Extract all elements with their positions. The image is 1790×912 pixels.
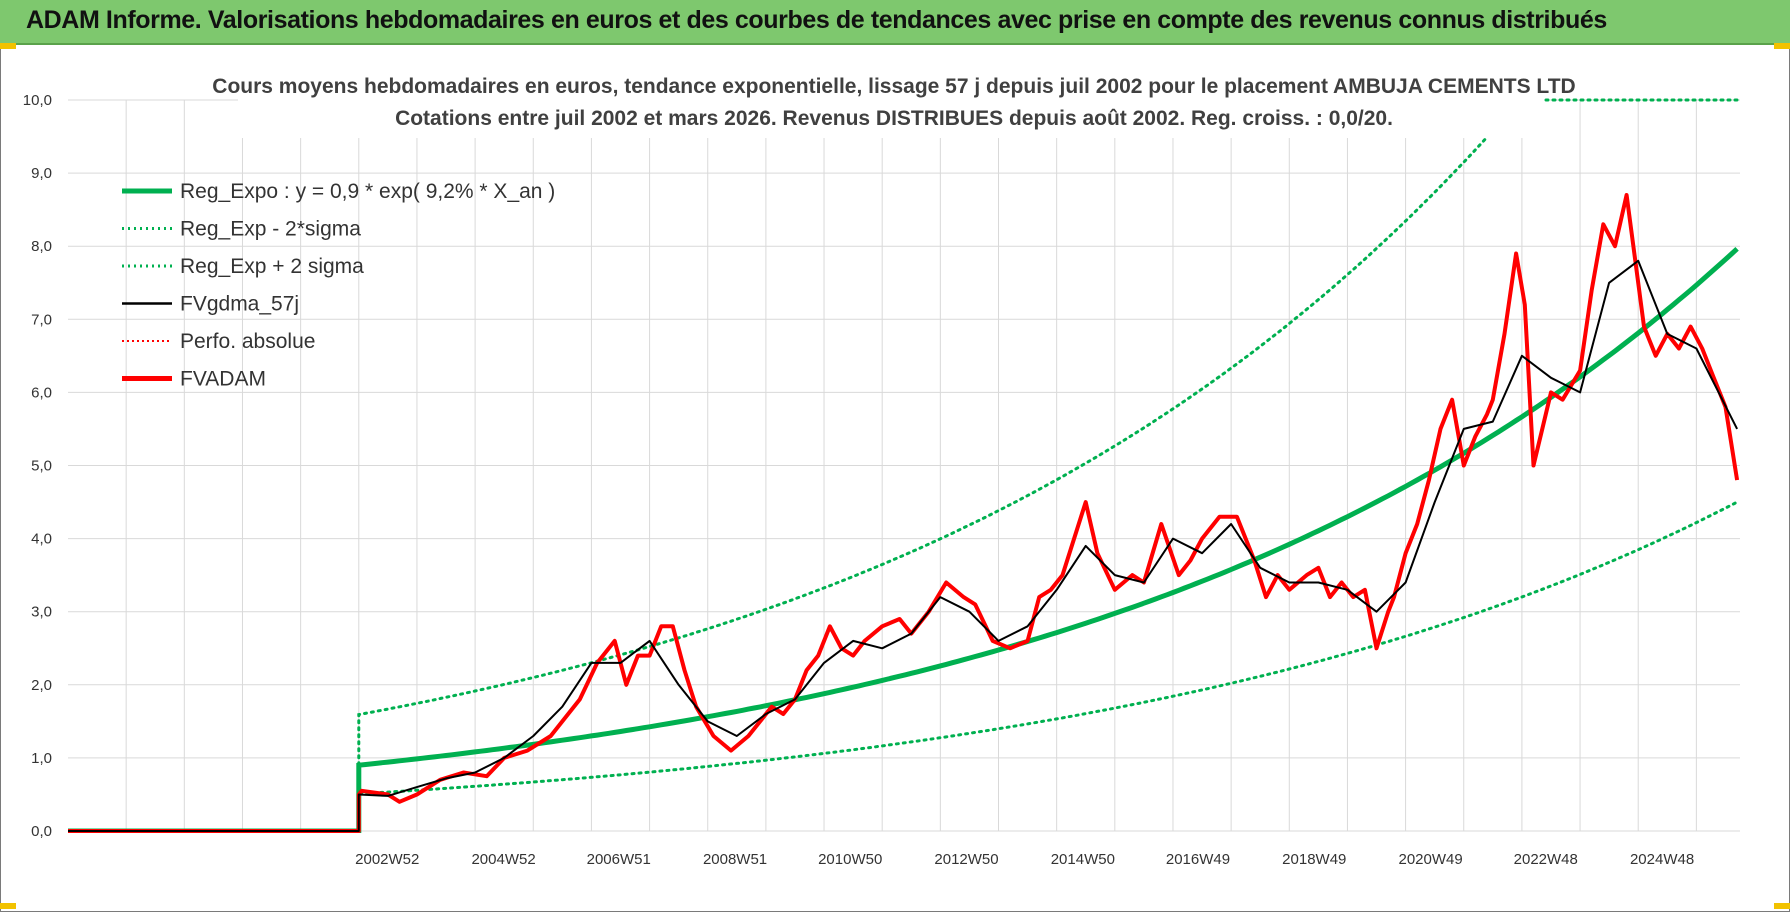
grid-lines (68, 99, 1740, 832)
legend-label-high: Reg_Exp + 2 sigma (180, 255, 364, 278)
y-tick-label: 6,0 (31, 384, 52, 401)
x-tick-label: 2004W52 (471, 851, 535, 868)
x-tick-label: 2020W49 (1398, 851, 1462, 868)
lower-band-line (68, 500, 1739, 833)
legend-label-smooth: FVgdma_57j (180, 293, 299, 316)
legend: Reg_Expo : y = 0,9 * exp( 9,2% * X_an ) R… (122, 180, 555, 391)
x-tick-label: 2006W51 (587, 851, 651, 868)
title-background (238, 68, 1550, 138)
regression-line (68, 246, 1739, 833)
y-tick-label: 10,0 (23, 92, 52, 109)
x-tick-label: 2008W51 (703, 851, 767, 868)
y-tick-label: 4,0 (31, 531, 52, 548)
x-tick-label: 2014W50 (1051, 851, 1115, 868)
legend-label-reg: Reg_Expo : y = 0,9 * exp( 9,2% * X_an ) (180, 180, 555, 203)
y-tick-label: 8,0 (31, 238, 52, 255)
y-tick-label: 3,0 (31, 604, 52, 621)
series-layer (68, 98, 1740, 833)
fvadam-line (68, 193, 1740, 833)
report-title: ADAM Informe. Valorisations hebdomadaire… (26, 6, 1607, 34)
y-tick-label: 7,0 (31, 311, 52, 328)
legend-label-perfo: Perfo. absolue (180, 330, 315, 353)
y-tick-label: 9,0 (31, 165, 52, 182)
x-tick-label: 2010W50 (818, 851, 882, 868)
x-tick-label: 2012W50 (934, 851, 998, 868)
y-tick-label: 1,0 (31, 750, 52, 767)
corner-marker (0, 43, 16, 49)
chart-title-line1: Cours moyens hebdomadaires en euros, ten… (212, 75, 1575, 98)
x-tick-label: 2022W48 (1514, 851, 1578, 868)
y-tick-label: 0,0 (31, 823, 52, 840)
y-tick-label: 2,0 (31, 677, 52, 694)
upper-band-line (68, 98, 1524, 833)
x-tick-label: 2002W52 (355, 851, 419, 868)
corner-marker (1774, 43, 1790, 49)
x-axis-labels: 2002W52 2004W52 2006W51 2008W51 2010W50 2012W… (355, 851, 1694, 868)
report-banner: ADAM Informe. Valorisations hebdomadaire… (0, 0, 1790, 45)
corner-marker (0, 903, 16, 909)
chart-title-line2: Cotations entre juil 2002 et mars 2026. … (395, 107, 1393, 130)
legend-label-low: Reg_Exp - 2*sigma (180, 218, 361, 241)
y-tick-label: 5,0 (31, 458, 52, 475)
corner-marker (1774, 903, 1790, 909)
y-axis-labels: 0,0 1,0 2,0 3,0 4,0 5,0 6,0 7,0 8,0 9,0 10,0 (23, 92, 52, 840)
fvgdma-line (68, 259, 1738, 832)
x-tick-label: 2024W48 (1630, 851, 1694, 868)
x-tick-label: 2018W49 (1282, 851, 1346, 868)
x-tick-label: 2016W49 (1166, 851, 1230, 868)
legend-label-price: FVADAM (180, 368, 266, 391)
